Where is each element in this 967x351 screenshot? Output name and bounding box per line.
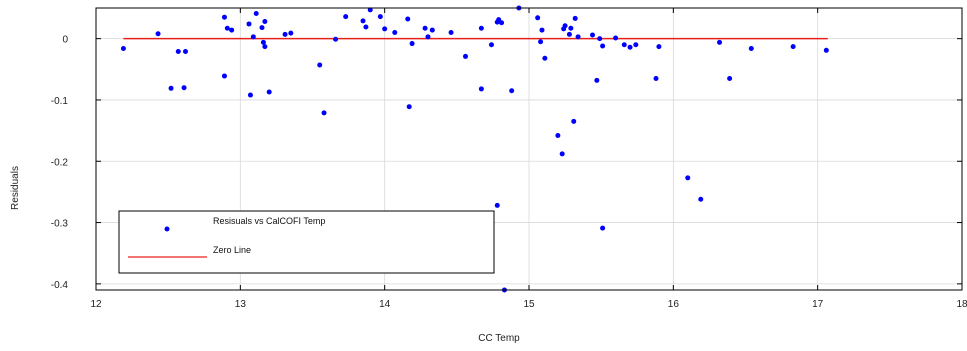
data-point	[594, 77, 600, 83]
data-point	[367, 7, 373, 13]
data-point	[562, 23, 568, 29]
data-point	[790, 44, 796, 50]
data-point	[685, 175, 691, 181]
x-tick-label: 18	[956, 299, 967, 310]
data-point	[555, 133, 561, 139]
y-axis-ticks: 0 -0.1 -0.2 -0.3 -0.4	[51, 35, 962, 291]
data-point	[653, 76, 659, 81]
data-point	[499, 20, 505, 26]
y-axis-title: Residuals	[10, 166, 21, 210]
data-point	[535, 15, 541, 21]
data-point	[360, 18, 366, 24]
data-point	[262, 44, 268, 50]
data-point	[429, 27, 435, 33]
data-point	[462, 53, 468, 59]
y-tick-label: -0.4	[51, 280, 69, 291]
data-point	[448, 30, 454, 36]
data-point	[509, 88, 515, 94]
data-point	[748, 45, 754, 51]
data-point	[559, 151, 565, 157]
data-point	[250, 34, 256, 40]
data-point	[566, 31, 572, 37]
x-tick-label: 13	[235, 299, 247, 310]
data-point	[246, 21, 252, 27]
scatter-points	[120, 5, 829, 293]
data-point	[600, 43, 606, 49]
data-point	[333, 36, 339, 42]
data-point	[343, 14, 349, 20]
data-point	[406, 104, 412, 110]
data-point	[120, 45, 126, 51]
data-point	[221, 73, 227, 79]
x-tick-label: 14	[379, 299, 391, 310]
data-point	[181, 85, 187, 91]
data-point	[392, 30, 398, 36]
data-point	[224, 25, 230, 31]
data-point	[168, 85, 174, 91]
x-axis-title: CC Temp	[478, 333, 520, 344]
data-point	[262, 18, 268, 24]
data-point	[597, 36, 603, 42]
data-point	[478, 25, 484, 31]
legend-point-marker	[164, 226, 170, 232]
data-point	[727, 76, 733, 81]
data-point	[182, 49, 188, 55]
data-point	[247, 92, 253, 98]
data-point	[229, 27, 235, 33]
x-tick-label: 16	[668, 299, 680, 310]
data-point	[571, 118, 577, 124]
data-point	[155, 31, 161, 37]
data-point	[260, 39, 266, 45]
y-tick-label: 0	[62, 35, 68, 46]
data-point	[382, 26, 388, 32]
data-point	[266, 89, 272, 95]
data-point	[494, 202, 500, 208]
data-point	[633, 42, 639, 48]
data-point	[363, 24, 369, 30]
data-point	[572, 15, 578, 21]
x-axis-ticks: 12 13 14 15 16 17 18	[90, 8, 967, 310]
data-point	[377, 14, 383, 20]
data-point	[656, 44, 662, 50]
data-point	[542, 55, 548, 61]
y-tick-label: -0.1	[51, 96, 69, 107]
data-point	[627, 44, 633, 50]
data-point	[575, 34, 581, 40]
data-point	[175, 49, 181, 55]
x-tick-label: 17	[812, 299, 824, 310]
x-tick-label: 12	[90, 299, 102, 310]
data-point	[613, 35, 619, 41]
data-point	[425, 34, 431, 40]
data-point	[823, 47, 829, 53]
data-point	[405, 16, 411, 22]
data-point	[488, 42, 494, 48]
data-point	[321, 110, 327, 116]
data-point	[317, 62, 323, 68]
data-point	[259, 25, 265, 31]
legend-label-zero-line: Zero Line	[213, 245, 251, 255]
data-point	[288, 30, 294, 36]
data-point	[590, 32, 596, 38]
data-point	[600, 225, 606, 231]
data-point	[282, 31, 288, 37]
data-point	[621, 42, 627, 48]
data-point	[698, 196, 704, 202]
y-tick-label: -0.3	[51, 219, 69, 230]
data-point	[538, 39, 544, 45]
data-point	[568, 25, 574, 31]
data-point	[478, 86, 484, 92]
data-point	[539, 27, 545, 33]
data-point	[253, 11, 259, 17]
x-tick-label: 15	[523, 299, 535, 310]
legend-box	[118, 210, 495, 274]
legend-label-residuals: Resisuals vs CalCOFI Temp	[213, 216, 325, 226]
data-point	[221, 14, 227, 20]
data-point	[409, 41, 415, 47]
y-tick-label: -0.2	[51, 157, 69, 168]
legend: Resisuals vs CalCOFI Temp Zero Line	[118, 210, 495, 274]
data-point	[422, 25, 428, 31]
data-point	[717, 39, 723, 45]
